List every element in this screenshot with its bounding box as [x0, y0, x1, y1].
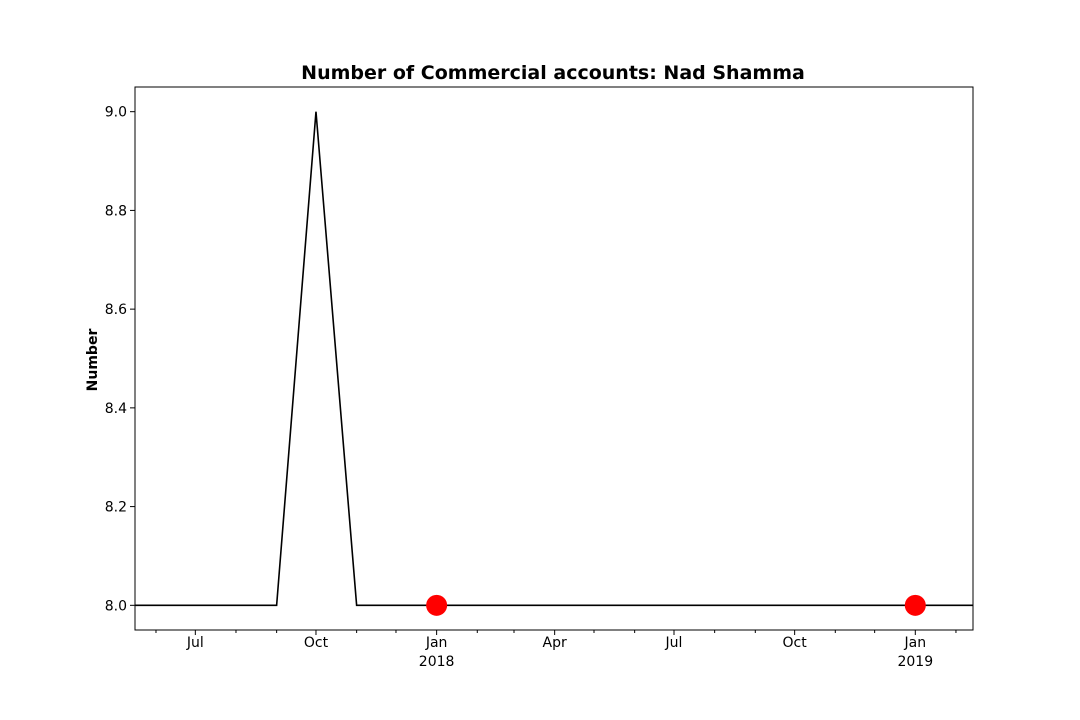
- y-tick-label-5: 9.0: [105, 105, 127, 121]
- x-tick-label-0: Jul: [186, 635, 204, 651]
- y-tick-label-1: 8.2: [105, 500, 127, 516]
- x-tick-label-6: Jan: [904, 635, 927, 651]
- x-tick-label-5: Oct: [783, 635, 808, 651]
- x-tick-label-1: Oct: [304, 635, 329, 651]
- x-tick-sublabel-2: 2018: [419, 654, 455, 670]
- x-tick-sublabel-6: 2019: [897, 654, 933, 670]
- y-tick-label-2: 8.4: [105, 401, 127, 417]
- x-tick-label-3: Apr: [543, 635, 567, 651]
- axes-frame: [134, 86, 974, 631]
- y-tick-label-3: 8.6: [105, 302, 127, 318]
- y-tick-label-4: 8.8: [105, 203, 127, 219]
- marker-point-1: [904, 594, 926, 616]
- y-axis-label: Number: [85, 329, 101, 392]
- x-tick-label-2: Jan: [425, 635, 448, 651]
- marker-point-0: [426, 594, 448, 616]
- x-tick-label-4: Jul: [665, 635, 683, 651]
- series-line-0: [135, 111, 973, 607]
- chart-title: Number of Commercial accounts: Nad Shamm…: [301, 62, 805, 84]
- plot-area: 8.0 8.2 8.4 8.6 8.8 9.0 Jul Oct Jan 2018 Apr Jul Oct…: [105, 105, 973, 670]
- y-tick-label-0: 8.0: [105, 598, 127, 614]
